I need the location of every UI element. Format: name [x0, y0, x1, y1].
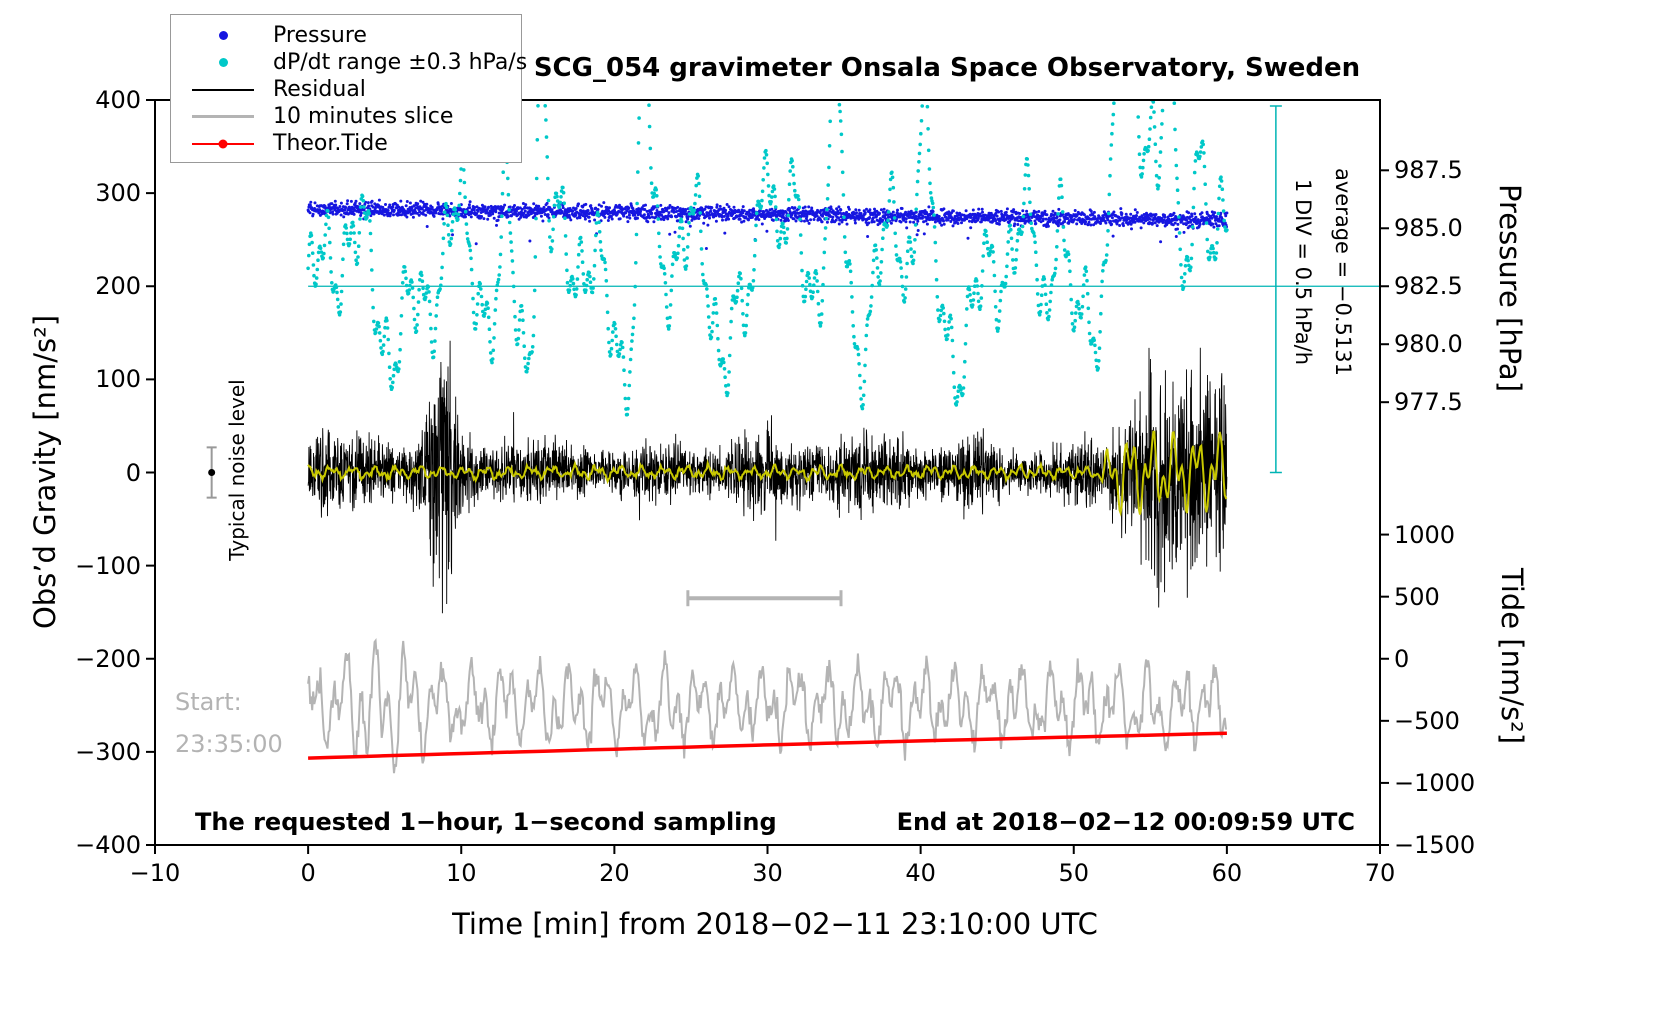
gravity-tick-label: 0	[125, 458, 141, 487]
pressure-tick-label: 977.5	[1394, 388, 1463, 417]
gravity-tick-label: −300	[75, 737, 141, 766]
tide-tick-label: 1000	[1394, 520, 1456, 549]
legend-item-tide: Theor.Tide	[171, 130, 521, 157]
legend-label-slice: 10 minutes slice	[273, 104, 454, 129]
sampling-note: The requested 1−hour, 1−second sampling	[195, 808, 777, 836]
x-axis-tick-label: 40	[905, 859, 936, 887]
x-axis-tick-label: 60	[1211, 859, 1243, 887]
y-left-axis-title: Obs’d Gravity [nm/s²]	[28, 314, 62, 630]
div-scale-annotation: 1 DIV = 0.5 hPa/h	[1291, 178, 1315, 366]
gravity-tick-label: −200	[75, 644, 141, 673]
gravity-tick-label: 200	[95, 272, 141, 301]
legend-item-dpdt: dP/dt range ±0.3 hPa/s	[171, 49, 527, 76]
tide-tick-label: 0	[1394, 644, 1410, 673]
pressure-tick-label: 980.0	[1394, 330, 1463, 359]
legend-label-tide: Theor.Tide	[273, 131, 388, 156]
tide-axis-title: Tide [nm/s²]	[1495, 567, 1529, 745]
tide-tick-label: −500	[1394, 706, 1460, 735]
x-axis-tick-label: 20	[599, 859, 630, 887]
x-axis-tick-label: −10	[129, 859, 181, 887]
tide-tick-label: 500	[1394, 582, 1440, 611]
legend-item-slice: 10 minutes slice	[171, 103, 521, 130]
start-label: Start:	[175, 688, 242, 716]
tide-tick-label: −1000	[1394, 768, 1476, 797]
tide-line-dot-icon	[187, 137, 259, 151]
legend-label-residual: Residual	[273, 77, 366, 102]
legend: Pressure dP/dt range ±0.3 hPa/s Residual…	[170, 14, 527, 163]
residual-line-icon	[187, 83, 259, 97]
x-axis-tick-label: 50	[1058, 859, 1090, 887]
gravity-tick-label: 300	[95, 179, 141, 208]
dpdt-dot-icon	[187, 56, 259, 70]
start-time-label: 23:35:00	[175, 730, 283, 758]
legend-item-pressure: Pressure	[171, 22, 521, 49]
legend-label-pressure: Pressure	[273, 23, 367, 48]
pressure-tick-label: 985.0	[1394, 214, 1463, 243]
legend-label-dpdt: dP/dt range ±0.3 hPa/s	[273, 50, 528, 75]
x-axis-title: Time [min] from 2018−02−11 23:10:00 UTC	[452, 907, 1098, 941]
gravity-tick-label: −100	[75, 551, 141, 580]
gravity-tick-label: 100	[95, 365, 141, 394]
gravity-tick-label: −400	[75, 831, 141, 859]
gravity-tick-label: 400	[95, 86, 141, 114]
tide-tick-label: −1500	[1394, 830, 1476, 859]
end-time-note: End at 2018−02−12 00:09:59 UTC	[896, 808, 1355, 836]
page-title: SCG_054 gravimeter Onsala Space Observat…	[533, 53, 1361, 83]
noise-level-annotation: Typical noise level	[225, 379, 249, 561]
pressure-axis-title: Pressure [hPa]	[1493, 183, 1527, 393]
x-axis-tick-label: 70	[1364, 859, 1396, 887]
pressure-tick-label: 987.5	[1394, 156, 1463, 185]
pressure-tick-label: 982.5	[1394, 272, 1463, 301]
x-axis-tick-label: 0	[300, 859, 316, 887]
x-axis-tick-label: 30	[752, 859, 783, 887]
slice-line-icon	[187, 110, 259, 124]
x-axis-tick-label: 10	[445, 859, 477, 887]
average-annotation: average = −0.5131	[1331, 168, 1355, 376]
legend-item-residual: Residual	[171, 76, 521, 103]
pressure-dot-icon	[187, 29, 259, 43]
